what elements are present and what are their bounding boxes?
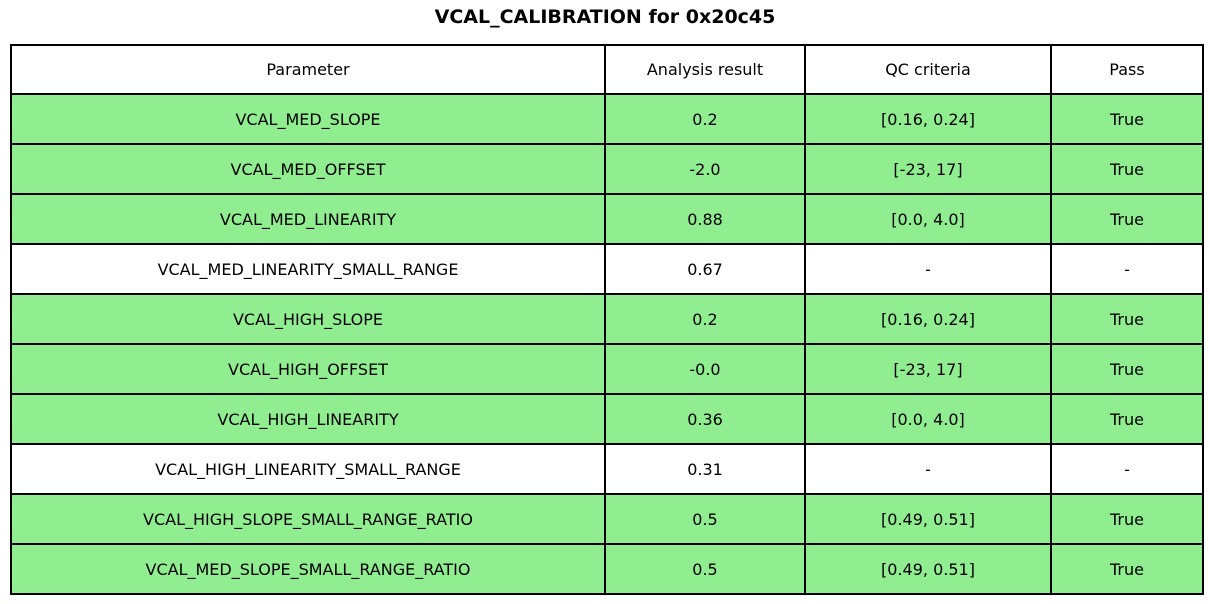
column-header-qc-criteria: QC criteria	[804, 44, 1052, 95]
cell-parameter: VCAL_MED_LINEARITY_SMALL_RANGE	[10, 243, 606, 295]
cell-pass: True	[1050, 543, 1204, 595]
page-title: VCAL_CALIBRATION for 0x20c45	[434, 6, 776, 28]
table-row: VCAL_HIGH_OFFSET -0.0 [-23, 17] True	[10, 343, 1204, 395]
table-row: VCAL_HIGH_SLOPE_SMALL_RANGE_RATIO 0.5 [0.4…	[10, 493, 1204, 545]
table-row: VCAL_MED_OFFSET -2.0 [-23, 17] True	[10, 143, 1204, 195]
table-row: VCAL_MED_LINEARITY_SMALL_RANGE 0.67- -	[10, 243, 1204, 295]
cell-qc-criteria: [0.0, 4.0]	[804, 393, 1052, 445]
column-header-analysis-result: Analysis result	[604, 44, 806, 95]
cell-parameter: VCAL_MED_SLOPE_SMALL_RANGE_RATIO	[10, 543, 606, 595]
cell-pass: -	[1050, 443, 1204, 495]
table-header-row: Parameter Analysis result QC criteria Pa…	[10, 44, 1204, 95]
cell-analysis-result: 0.2	[604, 93, 806, 145]
cell-analysis-result: 0.31	[604, 443, 806, 495]
cell-pass: True	[1050, 493, 1204, 545]
cell-qc-criteria: [-23, 17]	[804, 143, 1052, 195]
cell-analysis-result: 0.5	[604, 493, 806, 545]
cell-analysis-result: 0.5	[604, 543, 806, 595]
cell-analysis-result: 0.67	[604, 243, 806, 295]
table-row: VCAL_HIGH_SLOPE 0.2 [0.16, 0.24] True	[10, 293, 1204, 345]
column-header-parameter: Parameter	[10, 44, 606, 95]
table-row: VCAL_HIGH_LINEARITY_SMALL_RANGE 0.31- -	[10, 443, 1204, 495]
cell-parameter: VCAL_MED_OFFSET	[10, 143, 606, 195]
table-row: VCAL_HIGH_LINEARITY 0.36 [0.0, 4.0] True	[10, 393, 1204, 445]
cell-parameter: VCAL_HIGH_SLOPE	[10, 293, 606, 345]
cell-pass: -	[1050, 243, 1204, 295]
cell-parameter: VCAL_MED_LINEARITY	[10, 193, 606, 245]
qc-table-body: VCAL_MED_SLOPE 0.2 [0.16, 0.24] True VCAL_ME…	[10, 93, 1204, 595]
cell-qc-criteria: -	[804, 243, 1052, 295]
cell-qc-criteria: [0.49, 0.51]	[804, 543, 1052, 595]
table-row: VCAL_MED_SLOPE 0.2 [0.16, 0.24] True	[10, 93, 1204, 145]
table-row: VCAL_MED_SLOPE_SMALL_RANGE_RATIO 0.5 [0.49…	[10, 543, 1204, 595]
cell-pass: True	[1050, 393, 1204, 445]
cell-qc-criteria: [0.0, 4.0]	[804, 193, 1052, 245]
cell-qc-criteria: [0.16, 0.24]	[804, 93, 1052, 145]
cell-analysis-result: 0.2	[604, 293, 806, 345]
qc-results-table: Parameter Analysis result QC criteria Pa…	[10, 44, 1204, 595]
cell-qc-criteria: -	[804, 443, 1052, 495]
cell-qc-criteria: [0.49, 0.51]	[804, 493, 1052, 545]
column-header-pass: Pass	[1050, 44, 1204, 95]
cell-pass: True	[1050, 293, 1204, 345]
cell-analysis-result: -2.0	[604, 143, 806, 195]
cell-analysis-result: 0.88	[604, 193, 806, 245]
cell-pass: True	[1050, 93, 1204, 145]
cell-pass: True	[1050, 343, 1204, 395]
cell-parameter: VCAL_HIGH_OFFSET	[10, 343, 606, 395]
cell-analysis-result: -0.0	[604, 343, 806, 395]
cell-pass: True	[1050, 143, 1204, 195]
cell-parameter: VCAL_HIGH_LINEARITY	[10, 393, 606, 445]
cell-qc-criteria: [0.16, 0.24]	[804, 293, 1052, 345]
cell-qc-criteria: [-23, 17]	[804, 343, 1052, 395]
cell-parameter: VCAL_HIGH_LINEARITY_SMALL_RANGE	[10, 443, 606, 495]
cell-parameter: VCAL_MED_SLOPE	[10, 93, 606, 145]
cell-analysis-result: 0.36	[604, 393, 806, 445]
cell-parameter: VCAL_HIGH_SLOPE_SMALL_RANGE_RATIO	[10, 493, 606, 545]
cell-pass: True	[1050, 193, 1204, 245]
table-row: VCAL_MED_LINEARITY 0.88 [0.0, 4.0] True	[10, 193, 1204, 245]
